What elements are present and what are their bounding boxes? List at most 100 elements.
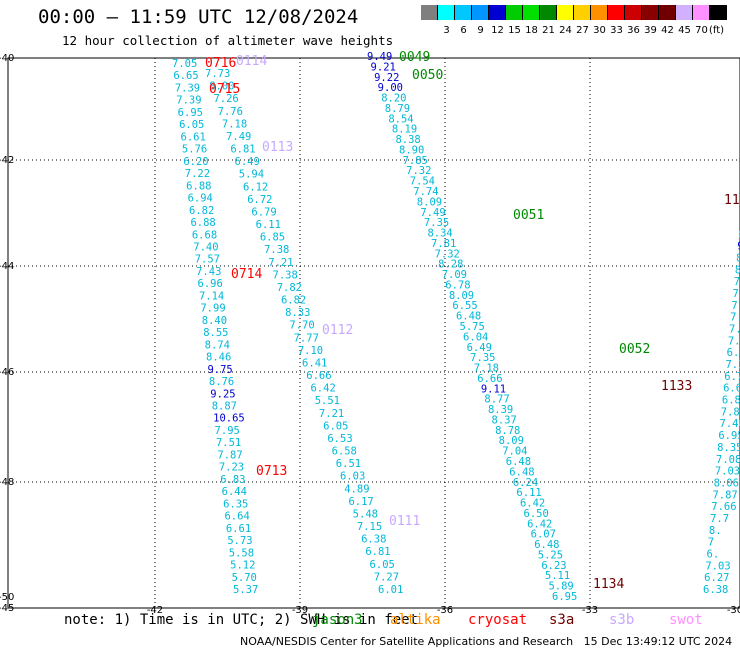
track1-value: 5.73 [227, 535, 252, 547]
track2-value: 6.41 [302, 357, 327, 369]
track1-value: 8.55 [203, 327, 228, 339]
track1-value: 5.76 [182, 144, 207, 156]
track4-value: 6.63 [723, 383, 740, 395]
track3-value: 7.81 [431, 238, 456, 250]
track1-value: 7.99 [200, 303, 225, 315]
legend-swatch [710, 5, 727, 20]
sat-label-swot: swot [669, 612, 703, 628]
page-subtitle: 12 hour collection of altimeter wave hei… [62, 33, 394, 48]
track3-value: 6.49 [467, 342, 492, 354]
legend-swatch [625, 5, 642, 20]
track3-value: 9.49 [367, 51, 392, 63]
track2-value: 7.15 [357, 521, 382, 533]
legend-label: 21 [542, 25, 555, 36]
track3-value: 7.35 [424, 217, 449, 229]
track3-value: 6.55 [452, 300, 477, 312]
track1-value: 6.64 [224, 511, 249, 523]
track3-value: 7.32 [435, 248, 460, 260]
track3-value: 6.11 [516, 487, 541, 499]
track2-value: 7.82 [277, 282, 302, 294]
track3-value: 9.11 [481, 383, 506, 395]
sat-label-altika: altika [390, 612, 441, 628]
track1-value: 6.44 [222, 486, 247, 498]
track3-value: 6.78 [445, 279, 470, 291]
track4-value: 7.08 [716, 454, 740, 466]
track3-value: 8.78 [495, 425, 520, 437]
track1-value: 6.94 [188, 193, 213, 205]
track4-value: 8.52 [738, 229, 740, 241]
track2-value: 6.53 [327, 433, 352, 445]
sat-label-s3a: s3a [549, 612, 575, 628]
track1-value: 6.68 [192, 229, 217, 241]
track1-value: 6.20 [183, 156, 208, 168]
track1-value: 8.76 [209, 376, 234, 388]
track3-value: 5.75 [460, 321, 485, 333]
track1-value: 8.87 [212, 401, 237, 413]
track1-value: 9.75 [207, 364, 232, 376]
lat-label: -50 [0, 592, 14, 603]
legend-label: 70 [695, 25, 708, 36]
legend-swatch [642, 5, 659, 20]
track1-value: 8.40 [202, 315, 227, 327]
lat-label-corner: -45 [0, 603, 14, 614]
track2-value: 6.81 [365, 546, 390, 558]
track2-value: 6.11 [256, 219, 281, 231]
track1-value: 6.82 [189, 205, 214, 217]
legend-label: 6 [460, 25, 467, 36]
legend-swatch [557, 5, 574, 20]
track4-value: 6.78 [724, 371, 740, 383]
track3-value: 6.48 [506, 456, 531, 468]
track4-value: 7.7 [710, 513, 729, 525]
track2-value: 6.58 [332, 446, 357, 458]
lon-label: -30 [727, 605, 740, 616]
track3-value: 7.04 [502, 446, 527, 458]
track1-value: 6.88 [186, 180, 211, 192]
track2-value: 7.27 [374, 571, 399, 583]
legend-label: 24 [559, 25, 572, 36]
track1-value: 6.65 [173, 70, 198, 82]
track3-value: 7.74 [413, 186, 438, 198]
track3-value: 5.89 [548, 581, 573, 593]
track2-value: 6.85 [260, 232, 285, 244]
track2-value: 7.10 [298, 345, 323, 357]
legend-label: 45 [678, 25, 691, 36]
pass-label-0113: 0113 [262, 140, 293, 155]
lon-label: -42 [147, 605, 163, 616]
track3-value: 6.42 [520, 498, 545, 510]
track3-value: 8.09 [499, 435, 524, 447]
legend-swatch [489, 5, 506, 20]
track1-value: 8.74 [205, 339, 230, 351]
track1-value: 6.96 [198, 278, 223, 290]
track3-value: 7.85 [403, 155, 428, 167]
pass-label-0111: 0111 [389, 514, 420, 529]
track3-value: 8.09 [417, 196, 442, 208]
track2-value: 6.05 [323, 420, 348, 432]
track1-value: 7.57 [195, 254, 220, 266]
track2-value: 6.03 [340, 471, 365, 483]
track4-value: 6.83 [722, 395, 740, 407]
track3-value: 5.11 [545, 570, 570, 582]
track3-value: 6.04 [463, 331, 488, 343]
track4-value: 7.84 [721, 406, 740, 418]
pass-label-0112: 0112 [322, 323, 353, 338]
track1-value: 7.40 [193, 241, 218, 253]
track2-value: 7.73 [205, 68, 230, 80]
track4-value: 6.89 [727, 347, 740, 359]
track2-value: 6.79 [251, 206, 276, 218]
legend-label: 39 [644, 25, 657, 36]
track2-value: 6.38 [361, 534, 386, 546]
track3-value: 6.24 [513, 477, 538, 489]
legend-swatch [659, 5, 676, 20]
track1-value: 5.37 [233, 584, 258, 596]
track2-value: 6.01 [378, 584, 403, 596]
legend-label: 3 [443, 25, 450, 36]
track3-value: 9.21 [371, 61, 396, 73]
pass-label-1134: 1134 [593, 577, 624, 592]
track1-value: 6.61 [181, 131, 206, 143]
legend-label: 15 [508, 25, 521, 36]
lon-label: -33 [582, 605, 598, 616]
track3-value: 7.35 [470, 352, 495, 364]
track2-value: 5.51 [315, 395, 340, 407]
legend-swatch [693, 5, 710, 20]
track3-value: 7.49 [420, 207, 445, 219]
